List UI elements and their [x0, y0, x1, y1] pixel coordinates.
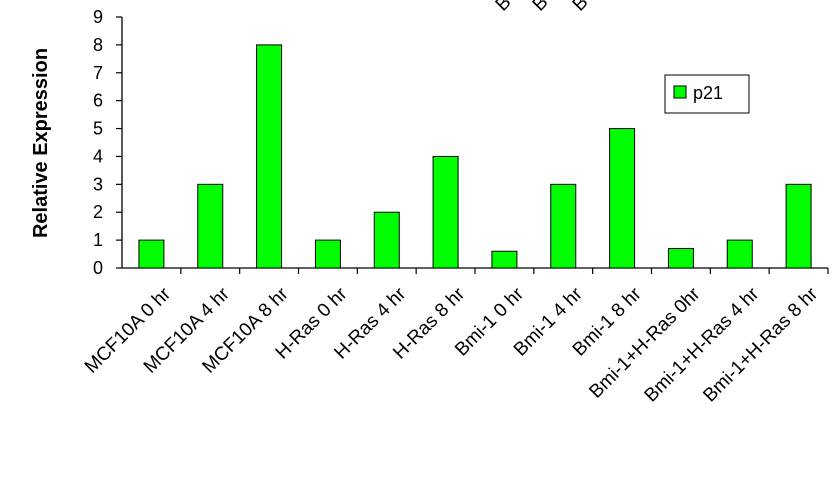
- y-tick-label: 2: [93, 202, 103, 222]
- bar: [609, 128, 636, 269]
- y-tick-label: 3: [93, 174, 103, 194]
- bar: [138, 239, 165, 269]
- legend-label: p21: [693, 83, 723, 103]
- bar: [491, 250, 518, 269]
- x-axis-ticks: [180, 268, 829, 274]
- y-tick-label: 8: [93, 35, 103, 55]
- bar: [726, 239, 753, 269]
- cropped-top-label: B: [529, 0, 553, 16]
- legend-swatch: [673, 85, 687, 99]
- bar: [314, 239, 341, 269]
- y-axis-label: Relative Expression: [30, 48, 52, 238]
- bar: [197, 183, 224, 269]
- bar: [373, 211, 400, 269]
- bar: [550, 183, 577, 269]
- bar: [667, 247, 694, 269]
- y-tick-label: 1: [93, 230, 103, 250]
- y-tick-label: 9: [93, 7, 103, 27]
- x-tick-label: Bmi-1+H-Ras 0hr: [585, 283, 704, 402]
- bar: [432, 155, 459, 269]
- cropped-top-label: B: [492, 0, 516, 16]
- y-tick-label: 4: [93, 146, 103, 166]
- x-tick-label: Bmi-1+H-Ras 8 hr: [699, 283, 822, 406]
- y-tick-label: 0: [93, 258, 103, 278]
- bar: [785, 183, 812, 269]
- bar: [256, 44, 283, 269]
- cropped-top-label: B: [569, 0, 593, 16]
- y-tick-label: 6: [93, 91, 103, 111]
- y-tick-label: 7: [93, 63, 103, 83]
- legend: p21: [664, 74, 750, 114]
- bar-series: [138, 44, 812, 269]
- y-axis-ticks: 0 1 2 3 4 5 6 7 8 9: [93, 7, 122, 278]
- y-tick-label: 5: [93, 119, 103, 139]
